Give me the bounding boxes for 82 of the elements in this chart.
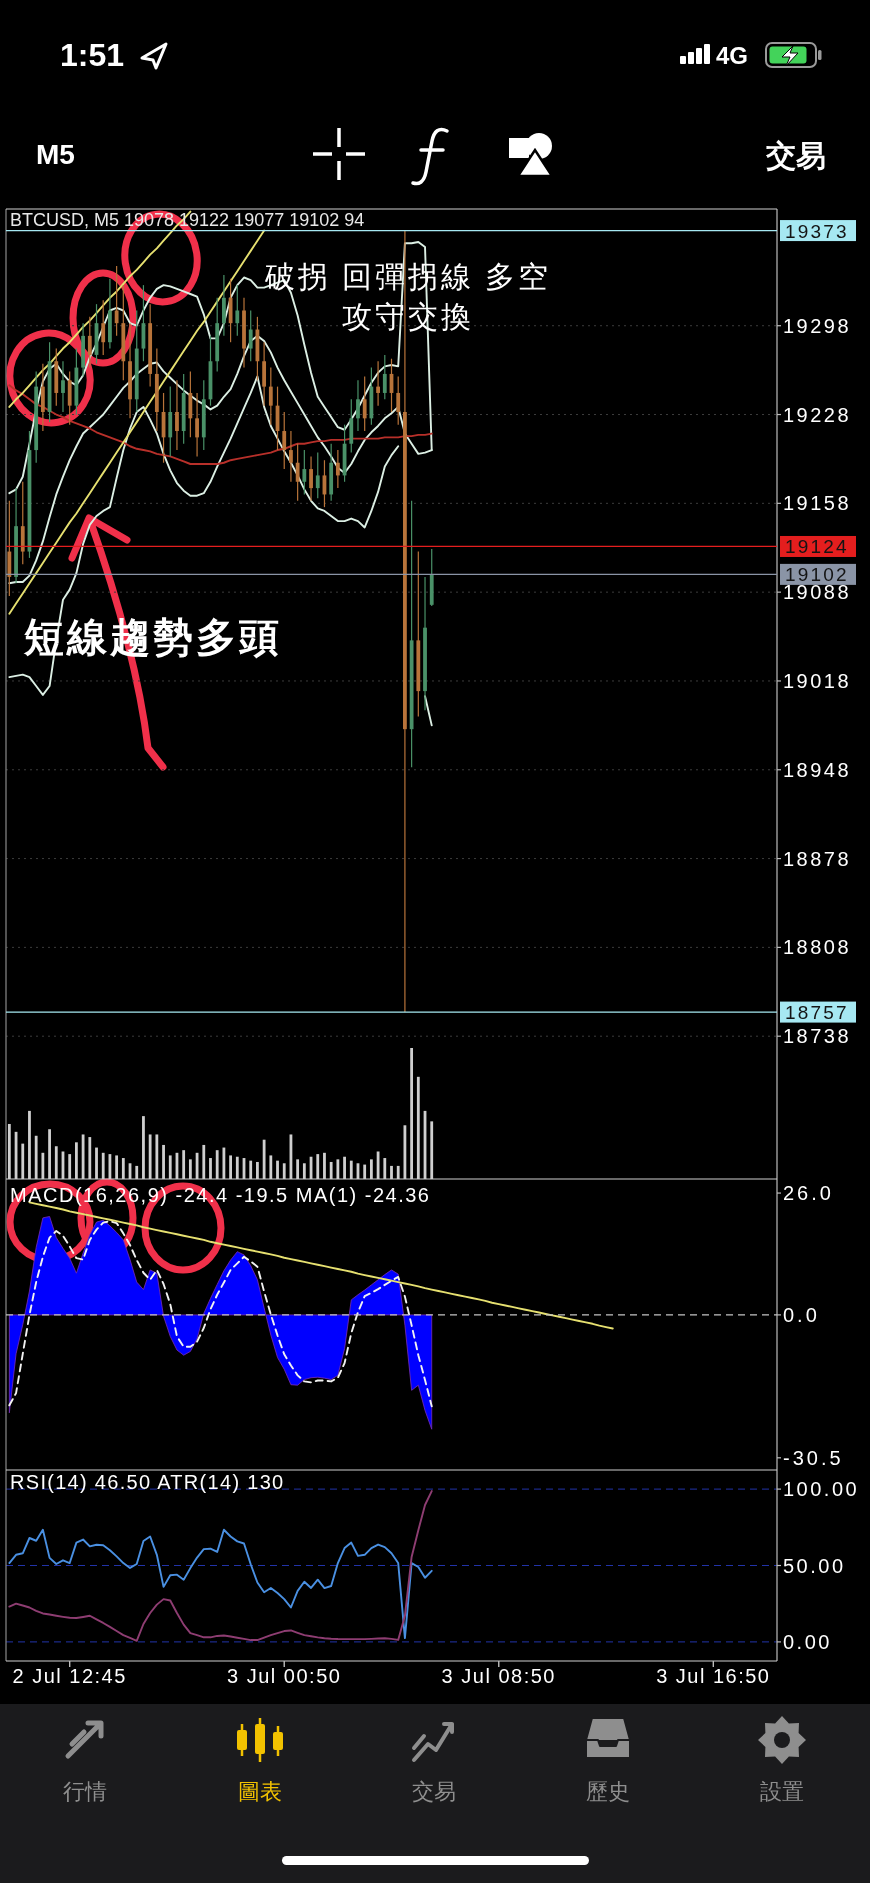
- text: 圖表: [238, 1779, 282, 1804]
- bar: [222, 1147, 226, 1179]
- bar: [262, 1139, 266, 1179]
- y-tick-label: 19158: [783, 492, 852, 515]
- y-tick-label: 18738: [783, 1025, 852, 1048]
- bar: [329, 1161, 333, 1179]
- bar: [48, 1129, 51, 1179]
- bar: [28, 1110, 31, 1179]
- bar: [249, 1160, 253, 1179]
- y-tick-label: -30.5: [783, 1446, 844, 1469]
- y-tick-label: 18808: [783, 936, 852, 959]
- bar: [95, 1147, 98, 1179]
- bar: [209, 1158, 212, 1179]
- bar: [182, 1150, 186, 1179]
- bar: [54, 1146, 58, 1179]
- x-tick-label: 3 Jul 16:50: [656, 1665, 771, 1687]
- bar: [349, 1160, 353, 1179]
- ref-line-label: 19124: [785, 536, 849, 558]
- bar: [34, 1135, 38, 1179]
- bar: [81, 1134, 85, 1179]
- bar: [430, 1121, 434, 1179]
- bar: [121, 1158, 125, 1179]
- x-tick-label: 3 Jul 00:50: [227, 1665, 342, 1687]
- bar: [148, 1134, 152, 1179]
- y-tick-label: 100.00: [783, 1478, 860, 1501]
- bar: [168, 1155, 172, 1179]
- x-tick-label: 2 Jul 12:45: [12, 1665, 127, 1687]
- text: 1:51: [60, 37, 125, 73]
- bar: [155, 1134, 159, 1179]
- bar: [410, 1048, 414, 1179]
- bar: [296, 1159, 300, 1179]
- y-tick-label: 50.00: [783, 1554, 846, 1577]
- bar: [343, 1156, 346, 1179]
- text: 設置: [760, 1779, 804, 1804]
- y-tick-label: 19228: [783, 403, 852, 426]
- bar: [135, 1165, 139, 1179]
- bar: [323, 1152, 326, 1179]
- y-tick-label: 18948: [783, 758, 852, 781]
- text: 交易: [765, 139, 826, 172]
- bar: [142, 1116, 145, 1179]
- bar: [363, 1164, 367, 1179]
- bar: [390, 1165, 393, 1179]
- bar: [383, 1158, 387, 1179]
- bar: [269, 1155, 273, 1179]
- bar: [396, 1165, 400, 1179]
- text: 歷史: [586, 1779, 630, 1804]
- bar: [188, 1159, 192, 1179]
- bar: [21, 1143, 25, 1179]
- bar: [282, 1163, 286, 1179]
- bar: [101, 1152, 105, 1179]
- y-tick-label: 19018: [783, 669, 852, 692]
- bar: [229, 1155, 232, 1179]
- bar: [235, 1156, 239, 1179]
- ref-line-label: 19373: [785, 220, 849, 242]
- bar: [369, 1159, 373, 1179]
- bar: [7, 1123, 11, 1179]
- x-tick-label: 3 Jul 08:50: [441, 1665, 556, 1687]
- y-tick-label: 0.00: [783, 1630, 832, 1653]
- bar: [115, 1155, 119, 1179]
- ref-line-label: 18757: [785, 1002, 849, 1024]
- y-tick-label: 26.0: [783, 1182, 834, 1205]
- bar: [162, 1144, 165, 1179]
- text: M5: [36, 139, 75, 170]
- bar: [316, 1154, 320, 1179]
- y-tick-label: 19298: [783, 314, 852, 337]
- annotation: RSI(14) 46.50 ATR(14) 130: [10, 1471, 285, 1493]
- bar: [416, 1076, 420, 1179]
- y-tick-label: 18878: [783, 847, 852, 870]
- text: 4G: [715, 42, 749, 69]
- text: 行情: [63, 1779, 107, 1804]
- text: 交易: [412, 1779, 456, 1804]
- y-tick-label: 0.0: [783, 1303, 820, 1326]
- bar: [276, 1160, 279, 1179]
- bar: [256, 1161, 259, 1179]
- bar: [202, 1144, 206, 1179]
- bar: [41, 1152, 45, 1179]
- bar: [88, 1137, 92, 1179]
- bar: [215, 1150, 219, 1179]
- bar: [336, 1159, 340, 1179]
- bar: [302, 1163, 306, 1179]
- bar: [68, 1154, 72, 1179]
- bar: [75, 1142, 78, 1179]
